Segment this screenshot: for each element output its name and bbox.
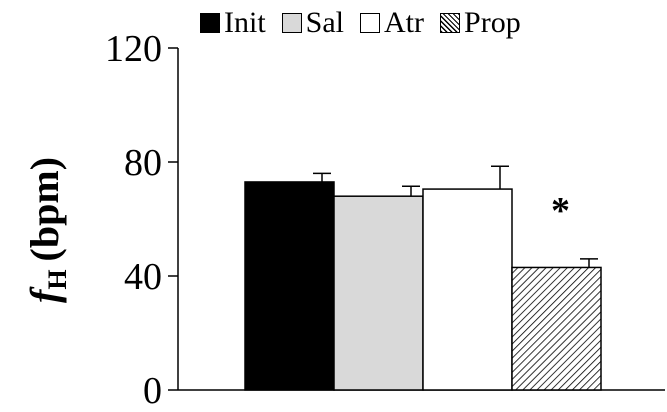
y-axis-label-sub: H: [43, 269, 72, 289]
bar-init: [244, 181, 335, 391]
legend-label-init: Init: [224, 6, 266, 39]
bars: *: [244, 165, 602, 391]
legend-swatch-prop: [440, 13, 461, 33]
y-axis-label-unit: (bpm): [22, 157, 67, 261]
y-tick-label: 40: [124, 256, 162, 298]
legend-swatch-sal: [281, 13, 302, 33]
legend-swatch-atr: [360, 13, 381, 33]
legend-label-atr: Atr: [384, 6, 425, 39]
legend-swatch-init: [200, 13, 220, 33]
y-tick-label: 0: [143, 370, 162, 407]
bar-atr: [422, 188, 513, 391]
y-axis-label-main: f: [22, 286, 67, 303]
legend-item-prop: Prop: [440, 6, 521, 40]
legend: Init Sal Atr Prop: [200, 6, 521, 40]
y-tick-label: 80: [124, 142, 162, 184]
y-tick-label: 120: [105, 28, 162, 70]
y-ticks: 0 40 80 120: [105, 28, 178, 412]
bar-sal: [333, 195, 424, 391]
legend-item-sal: Sal: [281, 6, 345, 40]
legend-item-atr: Atr: [360, 6, 424, 40]
bar-prop: [511, 266, 602, 391]
y-axis-label: fH (bpm): [22, 157, 72, 303]
legend-label-prop: Prop: [464, 6, 521, 39]
significance-marker: *: [551, 190, 570, 232]
legend-item-init: Init: [200, 6, 266, 40]
legend-label-sal: Sal: [305, 6, 345, 39]
